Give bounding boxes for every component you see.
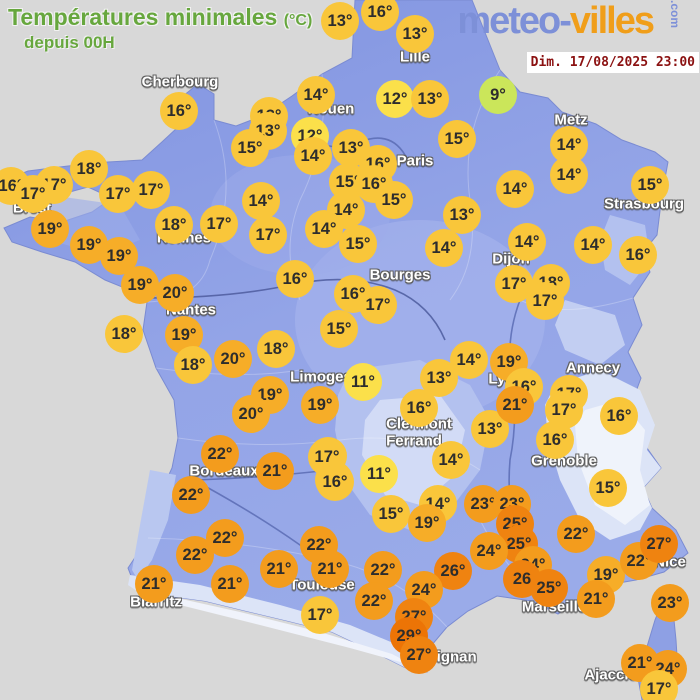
temp-bubble: 17° — [249, 216, 287, 254]
temp-bubble: 16° — [619, 236, 657, 274]
temp-bubble: 22° — [557, 515, 595, 553]
city-label-limoges: Limoges — [290, 368, 352, 386]
temp-bubble: 14° — [550, 156, 588, 194]
temp-bubble: 16° — [536, 421, 574, 459]
temp-bubble: 19° — [301, 386, 339, 424]
temp-bubble: 15° — [375, 181, 413, 219]
temp-bubble: 21° — [311, 550, 349, 588]
temp-bubble: 19° — [408, 504, 446, 542]
temp-bubble: 18° — [105, 315, 143, 353]
temp-bubble: 21° — [256, 452, 294, 490]
temp-bubble: 14° — [432, 441, 470, 479]
temp-bubble: 21° — [577, 580, 615, 618]
city-label-metz: Metz — [554, 111, 588, 129]
temp-bubble: 15° — [372, 495, 410, 533]
temp-bubble: 17° — [14, 175, 52, 213]
temp-bubble: 13° — [443, 196, 481, 234]
temp-bubble: 11° — [344, 363, 382, 401]
temp-bubble: 23° — [651, 584, 689, 622]
temp-bubble: 13° — [332, 129, 370, 167]
temp-bubble: 14° — [305, 210, 343, 248]
logo-part-blue: meteo- — [457, 0, 572, 42]
temp-bubble: 18° — [70, 150, 108, 188]
temp-bubble: 14° — [294, 137, 332, 175]
temp-bubble: 13° — [411, 80, 449, 118]
city-label-strasbourg: Strasbourg — [603, 195, 685, 213]
city-label-cherbourg: Cherbourg — [141, 73, 219, 91]
temp-bubble: 16° — [276, 260, 314, 298]
temp-bubble: 15° — [589, 469, 627, 507]
temp-bubble: 15° — [231, 129, 269, 167]
temp-bubble: 21° — [496, 386, 534, 424]
meteo-villes-logo[interactable]: meteo-villes .com — [457, 0, 696, 42]
temp-bubble: 15° — [320, 310, 358, 348]
city-label-lille: Lille — [399, 48, 431, 66]
temp-bubble: 19° — [121, 266, 159, 304]
temp-bubble: 17° — [200, 205, 238, 243]
temp-bubble: 17° — [359, 286, 397, 324]
page-title: Températures minimales (°C) — [8, 4, 312, 31]
temp-bubble: 16° — [316, 463, 354, 501]
city-label-ferrand: Ferrand — [386, 432, 442, 450]
city-label-annecy: Annecy — [565, 359, 621, 377]
temp-bubble: 14° — [450, 341, 488, 379]
temp-bubble: 18° — [155, 206, 193, 244]
temp-bubble: 13° — [396, 15, 434, 53]
temp-bubble: 18° — [174, 346, 212, 384]
temp-bubble: 17° — [132, 171, 170, 209]
temp-bubble: 20° — [156, 274, 194, 312]
temp-bubble: 15° — [438, 120, 476, 158]
temp-bubble: 27° — [640, 525, 678, 563]
temp-bubble: 20° — [214, 340, 252, 378]
temp-bubble: 13° — [321, 2, 359, 40]
temp-bubble: 15° — [631, 166, 669, 204]
temp-bubble: 24° — [470, 532, 508, 570]
temp-bubble: 14° — [574, 226, 612, 264]
temp-bubble: 21° — [260, 550, 298, 588]
temp-bubble: 17° — [99, 175, 137, 213]
temp-bubble: 14° — [425, 229, 463, 267]
temp-bubble: 16° — [600, 397, 638, 435]
title-unit: (°C) — [283, 12, 313, 29]
city-label-paris: Paris — [396, 152, 434, 170]
temp-bubble: 22° — [201, 435, 239, 473]
temp-bubble: 22° — [176, 536, 214, 574]
temp-bubble: 16° — [400, 389, 438, 427]
temp-bubble: 17° — [640, 670, 678, 700]
temp-bubble: 22° — [355, 582, 393, 620]
temp-bubble: 21° — [211, 565, 249, 603]
city-label-bourges: Bourges — [369, 266, 431, 284]
temp-bubble: 18° — [257, 330, 295, 368]
temp-bubble: 15° — [339, 225, 377, 263]
temp-bubble: 17° — [495, 265, 533, 303]
temp-bubble: 27° — [400, 636, 438, 674]
logo-suffix: .com — [668, 0, 682, 29]
title-text: Températures minimales — [8, 4, 278, 30]
temp-bubble: 25° — [530, 569, 568, 607]
temp-bubble: 14° — [508, 223, 546, 261]
temp-bubble: 17° — [301, 596, 339, 634]
temp-bubble: 16° — [361, 0, 399, 31]
temp-bubble: 11° — [360, 455, 398, 493]
temp-bubble: 14° — [496, 170, 534, 208]
temp-bubble: 12° — [376, 80, 414, 118]
temp-bubble: 9° — [479, 76, 517, 114]
date-stamp: Dim. 17/08/2025 23:00 — [526, 52, 699, 73]
page-subtitle: depuis 00H — [24, 33, 115, 52]
temp-bubble: 16° — [160, 92, 198, 130]
temp-bubble: 17° — [526, 282, 564, 320]
temp-bubble: 21° — [135, 565, 173, 603]
temp-bubble: 19° — [31, 210, 69, 248]
temp-bubble: 14° — [242, 182, 280, 220]
temp-bubble: 14° — [297, 76, 335, 114]
logo-part-orange: villes — [569, 0, 655, 42]
temp-bubble: 20° — [232, 395, 270, 433]
temp-bubble: 22° — [172, 476, 210, 514]
